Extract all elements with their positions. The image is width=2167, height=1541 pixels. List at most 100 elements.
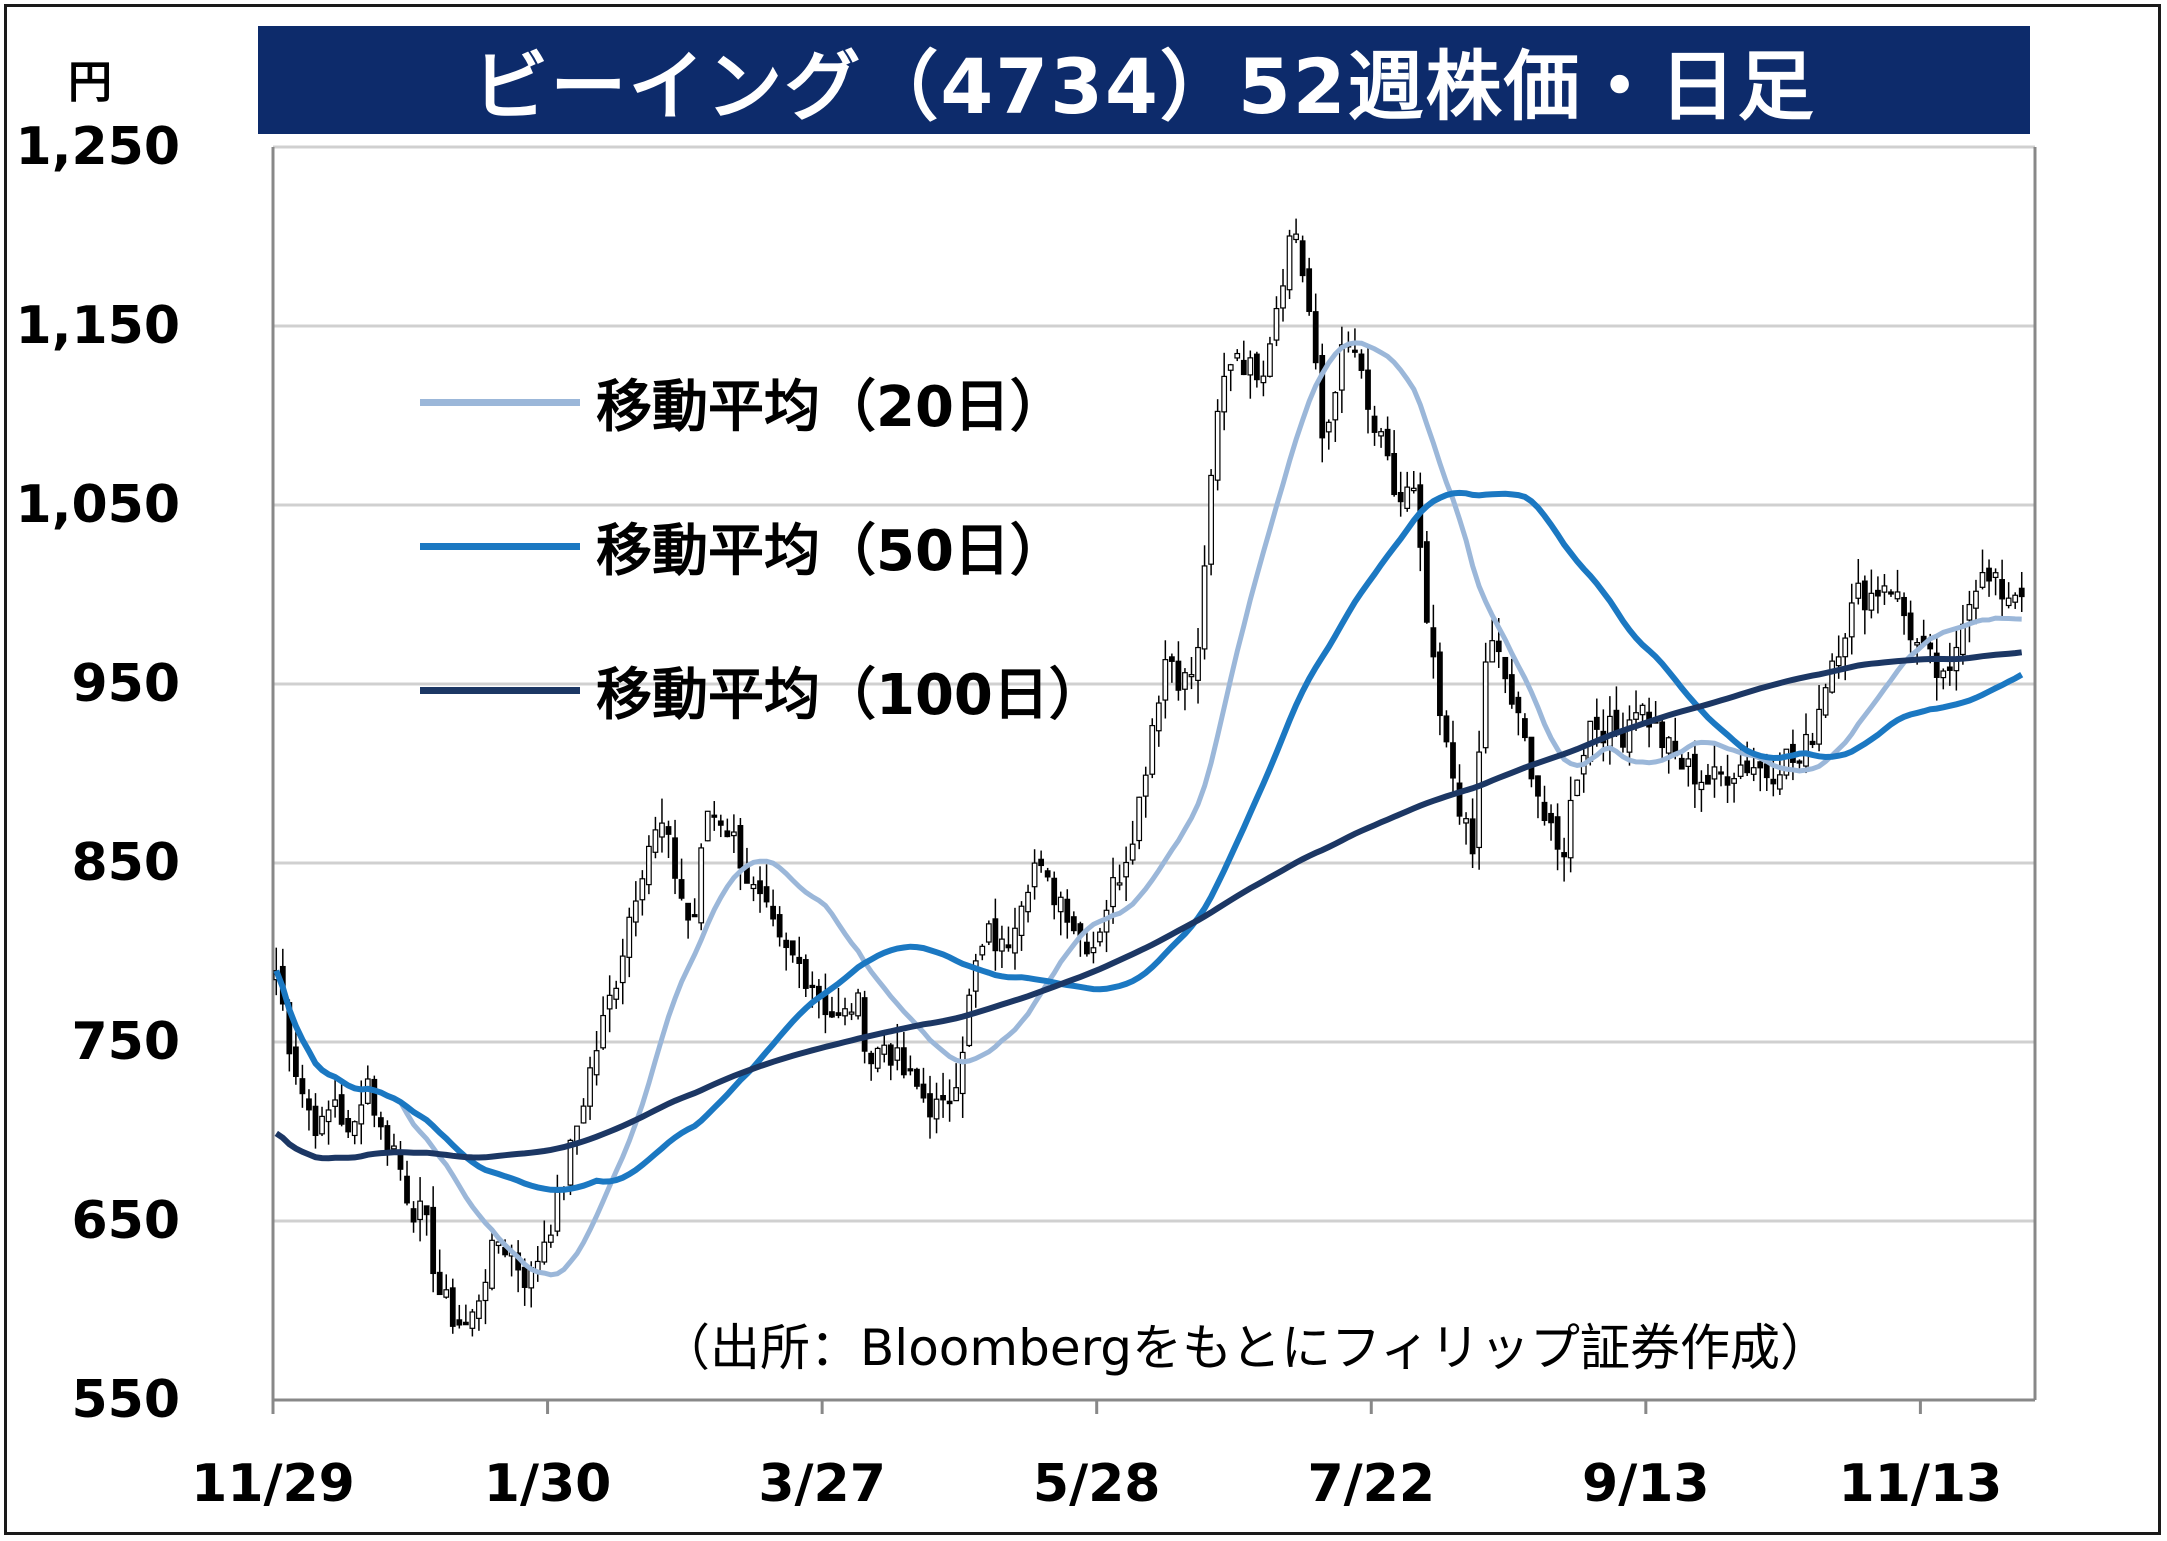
candle-body bbox=[626, 916, 633, 958]
candle-body bbox=[1705, 774, 1711, 785]
candle-body bbox=[1940, 670, 1947, 679]
candle-body bbox=[319, 1115, 325, 1135]
candle-body bbox=[1116, 882, 1123, 886]
candle-body bbox=[1208, 474, 1214, 565]
candle-body bbox=[1162, 659, 1169, 701]
candle-body bbox=[1875, 589, 1881, 597]
candle-body bbox=[1770, 778, 1777, 785]
candle-body bbox=[1391, 453, 1398, 496]
legend-ma20-label: 移動平均（20日） bbox=[596, 374, 1066, 440]
candle-body bbox=[1495, 640, 1502, 653]
candle-body bbox=[1848, 602, 1855, 638]
candle-body bbox=[914, 1068, 920, 1087]
candle-body bbox=[1240, 359, 1247, 376]
candle-body bbox=[1397, 492, 1404, 503]
x-tick-label: 11/29 bbox=[191, 1454, 355, 1514]
candle-body bbox=[417, 1200, 423, 1221]
candle-body bbox=[371, 1078, 378, 1116]
candle-body bbox=[1371, 415, 1378, 433]
y-tick-label: 650 bbox=[71, 1191, 180, 1251]
candle-body bbox=[613, 987, 620, 1000]
candle-body bbox=[1110, 877, 1116, 908]
candle-body bbox=[521, 1266, 528, 1288]
candle-body bbox=[430, 1206, 437, 1275]
candle-body bbox=[868, 1052, 875, 1065]
candle-body bbox=[1691, 753, 1698, 785]
candle-body bbox=[979, 945, 986, 956]
candle-body bbox=[1606, 715, 1613, 747]
candle-body bbox=[1907, 612, 1914, 641]
candle-body bbox=[763, 886, 770, 903]
candle-body bbox=[1567, 799, 1574, 859]
candle-body bbox=[1796, 760, 1803, 764]
candle-body bbox=[2012, 594, 2019, 603]
legend-ma100-label: 移動平均（100日） bbox=[596, 662, 1105, 728]
candle-body bbox=[1051, 877, 1058, 906]
candle-body bbox=[1018, 905, 1025, 937]
candle-body bbox=[881, 1044, 888, 1055]
candle-body bbox=[1861, 580, 1868, 611]
candle-body bbox=[1633, 712, 1639, 720]
candle-body bbox=[1986, 567, 1992, 582]
candle-body bbox=[1783, 748, 1790, 776]
candle-body bbox=[1057, 896, 1064, 913]
candle-body bbox=[332, 1099, 338, 1107]
candle-body bbox=[1280, 285, 1286, 309]
candle-body bbox=[312, 1105, 319, 1137]
candle-body bbox=[966, 994, 973, 1047]
candle-body bbox=[384, 1125, 391, 1152]
candle-body bbox=[391, 1145, 397, 1150]
candle-body bbox=[933, 1098, 940, 1120]
candle-body bbox=[1195, 646, 1201, 681]
candle-body bbox=[1548, 812, 1554, 824]
legend-ma20: 移動平均（20日） bbox=[420, 362, 1066, 442]
candle-body bbox=[1744, 760, 1751, 774]
candlesticks bbox=[273, 218, 2025, 1337]
candle-body bbox=[1718, 771, 1724, 775]
legend-ma50: 移動平均（50日） bbox=[420, 506, 1066, 586]
candle-body bbox=[1319, 354, 1326, 439]
candle-body bbox=[940, 1095, 946, 1101]
candle-body bbox=[1842, 637, 1849, 658]
candle-body bbox=[672, 837, 678, 879]
x-tick-label: 7/22 bbox=[1307, 1454, 1436, 1514]
candle-body bbox=[1123, 861, 1130, 878]
candle-body bbox=[691, 914, 698, 918]
candle-body bbox=[1038, 858, 1045, 867]
candle-body bbox=[619, 955, 626, 984]
candle-body bbox=[1175, 660, 1182, 691]
candle-body bbox=[1365, 369, 1371, 410]
candle-body bbox=[1384, 428, 1391, 457]
candle-body bbox=[809, 984, 816, 989]
candle-body bbox=[698, 847, 705, 924]
ma100-line bbox=[274, 649, 2023, 1162]
candle-body bbox=[874, 1047, 881, 1069]
candle-body bbox=[1070, 916, 1077, 932]
candle-body bbox=[1816, 708, 1822, 745]
candle-body bbox=[1299, 240, 1306, 277]
candle-body bbox=[999, 938, 1005, 952]
axes bbox=[271, 147, 2037, 1414]
candle-body bbox=[443, 1289, 450, 1298]
candle-body bbox=[783, 939, 790, 949]
candle-body bbox=[1404, 486, 1411, 509]
candle-body bbox=[1502, 656, 1509, 680]
candle-body bbox=[802, 959, 809, 989]
candle-body bbox=[750, 884, 757, 890]
y-tick-label: 550 bbox=[71, 1370, 180, 1430]
candle-body bbox=[1711, 766, 1718, 780]
candle-body bbox=[887, 1044, 894, 1066]
candle-body bbox=[835, 1012, 842, 1016]
candle-body bbox=[1626, 719, 1633, 753]
candle-body bbox=[1522, 718, 1528, 739]
candle-body bbox=[476, 1300, 482, 1319]
candle-body bbox=[717, 820, 724, 826]
candle-body bbox=[1247, 357, 1254, 376]
candle-body bbox=[1515, 696, 1522, 714]
candle-body bbox=[927, 1093, 933, 1118]
candle-body bbox=[1757, 761, 1764, 769]
candle-body bbox=[1482, 661, 1489, 749]
y-tick-label: 950 bbox=[71, 654, 180, 714]
candle-body bbox=[338, 1094, 345, 1125]
candle-body bbox=[1273, 307, 1280, 341]
